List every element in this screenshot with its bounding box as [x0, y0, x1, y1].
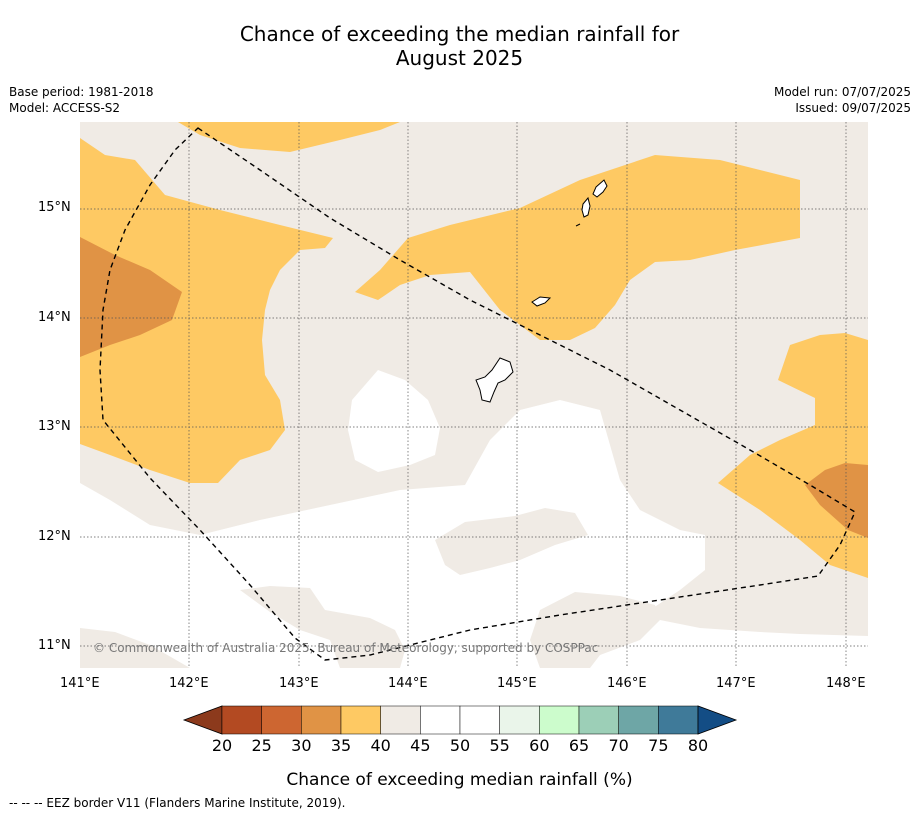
colorbar-segment — [340, 705, 381, 735]
colorbar-segment — [301, 705, 342, 735]
y-tick-12n: 12°N — [38, 529, 71, 544]
colorbar-tick-label: 25 — [251, 736, 272, 755]
colorbar-tick-label: 45 — [410, 736, 431, 755]
island-guam — [475, 357, 514, 403]
orange-region-north — [355, 155, 800, 340]
colorbar-segment — [380, 705, 421, 735]
model-run: Model run: 07/07/2025 — [773, 85, 911, 99]
colorbar-tick-label: 60 — [529, 736, 550, 755]
colorbar-segment — [539, 705, 580, 735]
colorbar-tick-label: 80 — [687, 736, 709, 755]
colorbar — [182, 705, 738, 735]
meta-right: Model run: 07/07/2025 Issued: 09/07/2025 — [774, 84, 911, 116]
base-period: Base period: 1981-2018 — [9, 85, 154, 99]
title-line-1: Chance of exceeding the median rainfall … — [239, 22, 680, 46]
y-tick-11n: 11°N — [38, 638, 71, 653]
eez-border — [99, 127, 856, 661]
colorbar-tick-label: 75 — [648, 736, 669, 755]
colorbar-extend-low — [182, 705, 223, 735]
y-tick-15n: 15°N — [38, 200, 71, 215]
colorbar-segment — [499, 705, 540, 735]
colorbar-tick-label: 35 — [330, 736, 352, 755]
neutral-patch-center — [435, 508, 588, 575]
x-tick-141e: 141°E — [60, 676, 100, 691]
x-tick-146e: 146°E — [607, 676, 647, 691]
graticule — [80, 122, 868, 668]
colorbar-segment — [420, 705, 461, 735]
copyright-text: © Commonwealth of Australia 2025, Bureau… — [93, 641, 599, 655]
colorbar-extend-high — [697, 705, 738, 735]
colorbar-tick-label: 70 — [608, 736, 629, 755]
colorbar-segment — [578, 705, 619, 735]
map-plot-area — [80, 122, 868, 668]
x-tick-145e: 145°E — [497, 676, 537, 691]
y-tick-13n: 13°N — [38, 419, 71, 434]
orange-region-top — [178, 122, 400, 152]
y-tick-14n: 14°N — [38, 310, 71, 325]
x-tick-144e: 144°E — [388, 676, 428, 691]
colorbar-tick-label: 30 — [291, 736, 312, 755]
colorbar-label: Chance of exceeding median rainfall (%) — [286, 770, 633, 790]
colorbar-tick-label: 40 — [370, 736, 391, 755]
neutral-patch-se — [530, 592, 660, 668]
issued-date: Issued: 09/07/2025 — [795, 101, 911, 115]
island-saipan — [592, 179, 608, 198]
orange-region-west — [80, 138, 333, 483]
x-tick-148e: 148°E — [826, 676, 866, 691]
eez-footnote: -- -- -- EEZ border V11 (Flanders Marine… — [9, 796, 346, 810]
map-title: Chance of exceeding the median rainfall … — [0, 22, 919, 70]
model-name: Model: ACCESS-S2 — [9, 101, 121, 115]
white-patch-west — [348, 370, 440, 472]
x-tick-142e: 142°E — [169, 676, 209, 691]
meta-left: Base period: 1981-2018 Model: ACCESS-S2 — [9, 84, 154, 116]
colorbar-segment — [221, 705, 262, 735]
dark-orange-west — [80, 237, 182, 357]
colorbar-tick-label: 20 — [211, 736, 233, 755]
colorbar-segment — [618, 705, 659, 735]
island-tinian — [581, 196, 591, 218]
colorbar-tick-label: 65 — [568, 736, 590, 755]
x-tick-147e: 147°E — [716, 676, 756, 691]
neutral-patch-sw — [240, 586, 405, 668]
colorbar-tick-label: 50 — [449, 736, 471, 755]
colorbar-segment — [459, 705, 500, 735]
orange-region-east — [718, 333, 868, 578]
x-tick-143e: 143°E — [279, 676, 319, 691]
colorbar-tick-label: 55 — [489, 736, 510, 755]
colorbar-segment — [261, 705, 302, 735]
colorbar-segment — [658, 705, 699, 735]
island-aguijan — [575, 223, 581, 227]
title-line-2: August 2025 — [395, 46, 524, 70]
neutral-patch-far-sw — [80, 628, 190, 668]
island-rota — [531, 296, 552, 307]
